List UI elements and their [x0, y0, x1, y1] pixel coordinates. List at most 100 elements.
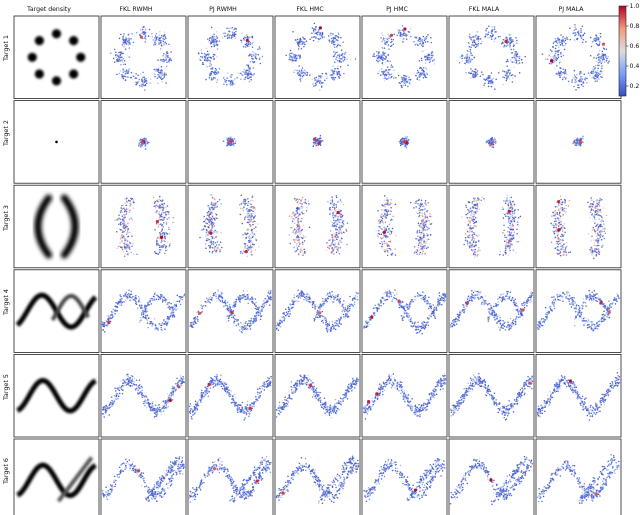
sample-point: [155, 211, 157, 214]
sample-point: [554, 54, 556, 56]
sample-point: [123, 236, 125, 238]
sample-point: [469, 52, 472, 55]
sample-point: [596, 69, 599, 71]
sample-point: [422, 77, 425, 79]
sample-point: [305, 210, 308, 212]
sample-point: [214, 251, 217, 253]
sample-point: [573, 30, 575, 32]
sample-point: [300, 71, 302, 73]
sample-point: [208, 218, 210, 221]
sample-point: [424, 223, 427, 226]
sample-point: [340, 226, 343, 228]
sample-point: [484, 36, 486, 38]
sample-point: [573, 69, 576, 72]
sample-point: [127, 246, 130, 249]
sample-point: [122, 220, 124, 222]
sample-point: [598, 49, 601, 52]
sample-point: [497, 36, 500, 38]
sample-point: [302, 74, 305, 77]
sample-point: [418, 79, 421, 81]
sample-point: [201, 229, 203, 231]
sample-point: [289, 49, 292, 52]
sample-point: [560, 34, 562, 36]
sample-point: [207, 234, 209, 236]
sample-point: [466, 53, 469, 56]
col-title-6: PJ MALA: [559, 6, 585, 13]
sample-point: [426, 234, 429, 237]
sample-point: [319, 37, 322, 40]
sample-point: [314, 143, 316, 145]
sample-point: [156, 239, 158, 241]
sample-point: [348, 54, 351, 56]
sample-point: [298, 198, 300, 200]
sample-point: [155, 39, 157, 41]
sample-point: [461, 57, 463, 60]
sample-point: [470, 36, 472, 39]
sample-point: [471, 70, 473, 72]
sample-point: [402, 41, 404, 43]
sample-point: [127, 34, 130, 36]
sample-point: [392, 219, 394, 221]
sample-point: [243, 71, 246, 74]
sample-point: [408, 76, 410, 78]
sample-point: [593, 37, 596, 40]
sample-point: [379, 58, 382, 61]
sample-point: [219, 249, 221, 251]
sample-point: [420, 237, 422, 240]
sample-point: [469, 246, 471, 249]
sample-point: [338, 244, 340, 246]
sample-point: [340, 201, 343, 203]
sample-point: [333, 68, 336, 70]
sample-point: [420, 226, 422, 228]
sample-point: [327, 246, 329, 249]
sample-point: [576, 141, 578, 143]
sample-point: [299, 73, 301, 75]
sample-point: [143, 89, 146, 91]
sample-point: [217, 217, 219, 220]
sample-point: [332, 55, 335, 57]
sample-point: [215, 235, 217, 238]
sample-point: [515, 36, 517, 39]
sample-point: [212, 223, 214, 226]
sample-point: [468, 45, 471, 48]
sample-point: [579, 144, 582, 146]
sample-point: [244, 231, 246, 234]
sample-point: [209, 210, 212, 212]
sample-point: [422, 227, 424, 230]
sample-point: [302, 209, 304, 212]
sample-point: [419, 251, 422, 254]
sample-point: [389, 201, 392, 204]
sample-point: [427, 56, 430, 59]
sample-point: [386, 211, 388, 213]
sample-point: [589, 54, 592, 57]
sample-point: [319, 135, 322, 137]
sample-point: [416, 230, 419, 232]
sample-point: [508, 74, 510, 76]
sample-point: [600, 62, 603, 65]
col-title-5: FKL MALA: [469, 6, 500, 13]
col-title-3: FKL HMC: [296, 6, 323, 13]
sample-point: [117, 217, 119, 220]
sample-point: [333, 232, 335, 235]
sample-point: [597, 44, 600, 47]
sample-point: [490, 38, 493, 40]
sample-point: [211, 196, 214, 199]
sample-point: [205, 229, 208, 231]
sample-point: [424, 252, 427, 255]
sample-point: [210, 217, 213, 220]
sample-point: [232, 79, 235, 82]
sample-point: [298, 223, 300, 225]
col-title-2: PJ RWMH: [209, 6, 237, 13]
sample-point: [244, 245, 246, 247]
sample-point: [161, 60, 163, 63]
sample-point: [472, 73, 474, 76]
sample-point-high: [601, 42, 606, 46]
sample-point: [565, 42, 567, 45]
sample-point: [337, 236, 339, 238]
sample-point: [214, 204, 216, 206]
sample-point: [382, 34, 384, 37]
sample-point: [335, 206, 338, 208]
sample-point: [504, 236, 506, 238]
sample-point: [297, 216, 299, 218]
sample-point: [250, 251, 252, 254]
